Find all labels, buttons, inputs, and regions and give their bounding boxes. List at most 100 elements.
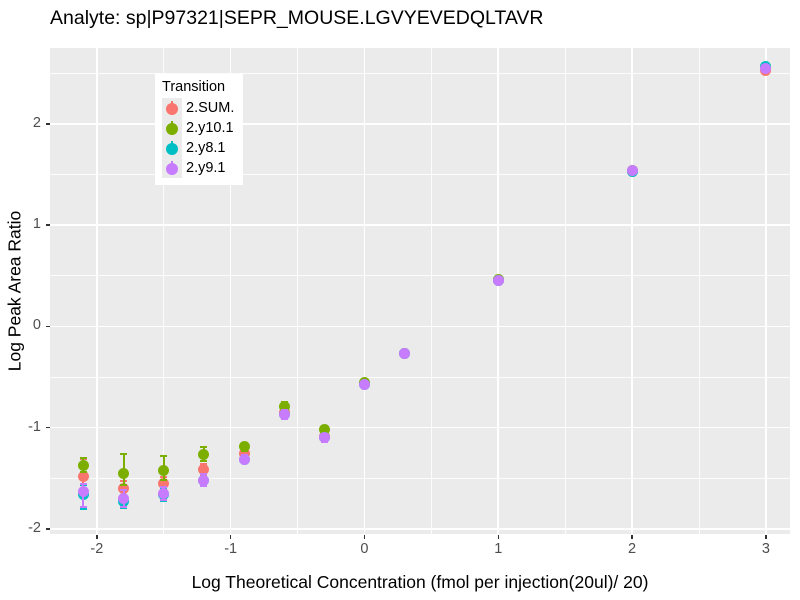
y-tick-mark bbox=[46, 528, 50, 530]
data-point bbox=[399, 348, 411, 360]
data-point bbox=[492, 275, 504, 287]
gridline-minor-y bbox=[50, 477, 790, 479]
x-axis-label: Log Theoretical Concentration (fmol per … bbox=[191, 572, 649, 592]
legend-key-icon bbox=[162, 138, 182, 158]
data-point bbox=[318, 424, 330, 436]
legend-item-label: 2.SUM. bbox=[186, 100, 235, 116]
legend-item-2-y10-1[interactable]: 2.y10.1 bbox=[162, 118, 234, 138]
error-bar-cap bbox=[160, 498, 168, 501]
legend-key-icon bbox=[162, 158, 182, 178]
y-tick-mark bbox=[46, 426, 50, 429]
error-bar-cap bbox=[160, 486, 168, 489]
gridline-minor-x bbox=[698, 48, 700, 534]
data-point bbox=[77, 470, 89, 482]
legend-item-label: 2.y10.1 bbox=[186, 120, 234, 136]
gridline-minor-y bbox=[50, 376, 790, 378]
error-bar-cap bbox=[120, 489, 128, 492]
error-bar-cap bbox=[120, 453, 128, 455]
legend-item-2-sum[interactable]: 2.SUM. bbox=[162, 98, 234, 118]
gridline-minor-x bbox=[564, 48, 566, 534]
data-point bbox=[318, 432, 330, 444]
gridline-minor-y bbox=[50, 174, 790, 175]
x-tick-label: 3 bbox=[761, 541, 770, 557]
gridline-major-y bbox=[50, 224, 790, 226]
data-point bbox=[158, 477, 170, 489]
gridline-minor-y bbox=[50, 275, 790, 277]
data-point bbox=[198, 448, 210, 460]
gridline-minor-y bbox=[50, 72, 790, 74]
data-point bbox=[238, 441, 250, 453]
legend-item-2-y8-1[interactable]: 2.y8.1 bbox=[162, 138, 234, 158]
legend-item-2-y9-1[interactable]: 2.y9.1 bbox=[162, 158, 234, 178]
legend-key-icon bbox=[162, 118, 182, 138]
error-bar-cap bbox=[120, 506, 128, 509]
data-point bbox=[760, 62, 772, 74]
y-tick-label: 1 bbox=[32, 216, 41, 233]
y-axis-label: Log Peak Area Ratio bbox=[4, 210, 25, 372]
legend-key-icon bbox=[162, 98, 182, 118]
data-point bbox=[358, 378, 370, 390]
legend: Transition 2.SUM. 2.y10.1 2.y8.1 2.y9.1 bbox=[155, 74, 244, 185]
x-tick-mark bbox=[497, 535, 499, 539]
error-bar-cap bbox=[79, 507, 87, 510]
gridline-minor-x bbox=[297, 48, 298, 534]
x-tick-mark bbox=[765, 535, 767, 539]
legend-item-label: 2.y9.1 bbox=[186, 160, 226, 176]
x-tick-mark bbox=[363, 535, 366, 539]
page-title: Analyte: sp|P97321|SEPR_MOUSE.LGVYEVEDQL… bbox=[50, 7, 544, 29]
legend-title: Transition bbox=[162, 79, 226, 95]
data-point bbox=[198, 474, 210, 486]
error-bar-cap bbox=[200, 485, 208, 488]
data-point bbox=[77, 485, 89, 497]
gridline-major-x bbox=[631, 48, 633, 534]
data-point bbox=[158, 488, 170, 499]
x-tick-mark bbox=[631, 535, 633, 539]
x-tick-label: 2 bbox=[628, 541, 637, 557]
y-tick-mark bbox=[46, 224, 50, 226]
data-point bbox=[158, 464, 170, 476]
data-point bbox=[278, 409, 290, 421]
error-bar-cap bbox=[120, 505, 128, 508]
data-point bbox=[238, 447, 250, 459]
x-tick-mark bbox=[96, 535, 98, 539]
y-tick-label: 0 bbox=[32, 317, 41, 334]
data-point bbox=[626, 165, 638, 176]
x-tick-label: 0 bbox=[360, 541, 369, 557]
y-tick-label: -2 bbox=[28, 519, 41, 536]
y-axis-label-wrap: Log Peak Area Ratio bbox=[0, 48, 30, 534]
gridline-minor-x bbox=[430, 48, 432, 534]
data-point bbox=[278, 400, 290, 412]
error-bar-cap bbox=[200, 473, 208, 476]
y-tick-mark bbox=[46, 123, 50, 125]
error-bar-cap bbox=[160, 455, 168, 458]
gridline-major-x bbox=[363, 48, 366, 534]
legend-items: 2.SUM. 2.y10.1 2.y8.1 2.y9.1 bbox=[162, 98, 234, 178]
gridline-major-x bbox=[497, 48, 500, 534]
data-point bbox=[198, 463, 210, 475]
data-point bbox=[118, 482, 130, 494]
gridline-major-x bbox=[229, 48, 232, 534]
data-point bbox=[118, 493, 130, 505]
error-bar-cap bbox=[160, 479, 168, 482]
gridline-minor-x bbox=[163, 48, 165, 534]
error-bar-cap bbox=[79, 483, 87, 486]
error-bar-cap bbox=[79, 457, 87, 460]
x-tick-label: -1 bbox=[224, 541, 238, 557]
error-bar-cap bbox=[79, 505, 87, 508]
data-point bbox=[238, 453, 250, 465]
data-point bbox=[77, 459, 89, 471]
x-tick-label: -2 bbox=[90, 541, 104, 557]
data-point bbox=[118, 467, 130, 479]
gridline-major-y bbox=[50, 325, 790, 328]
gridline-major-y bbox=[50, 426, 790, 429]
error-bar-cap bbox=[120, 484, 128, 487]
gridline-major-y bbox=[50, 528, 790, 530]
gridline-major-y bbox=[50, 123, 790, 125]
gridline-major-x bbox=[765, 48, 767, 534]
x-tick-label: 1 bbox=[494, 541, 503, 557]
error-bar-cap bbox=[79, 471, 87, 474]
gridline-major-x bbox=[96, 48, 98, 534]
y-tick-label: 2 bbox=[32, 114, 41, 131]
error-bar-cap bbox=[200, 460, 208, 463]
